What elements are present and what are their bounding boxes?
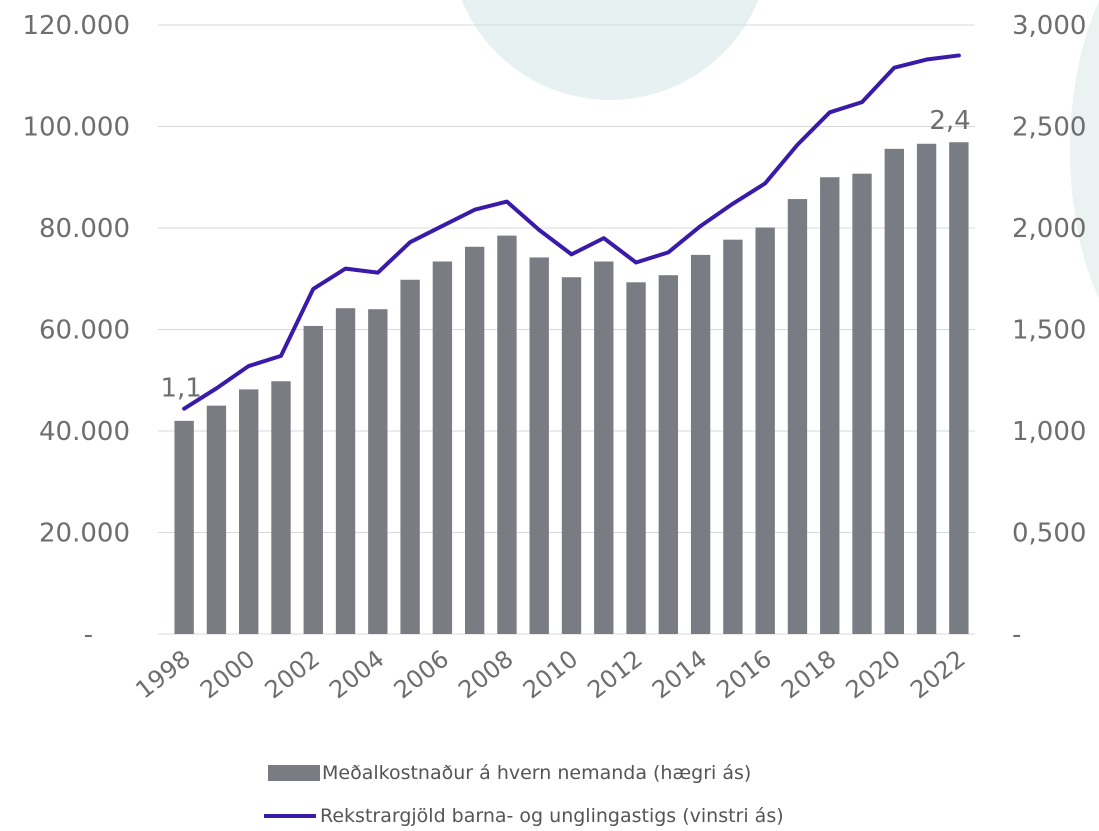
line-series-path: [182, 53, 961, 411]
x-axis-tick-label: 1998: [130, 645, 195, 705]
bar: [949, 142, 969, 635]
legend-item-bars: Meðalkostnaður á hvern nemanda (hægri ás…: [268, 762, 751, 784]
x-axis-ticks: 1998 2000 2002 2004 2006 2008 2010 2012 2014 2016…: [130, 645, 970, 705]
bar: [561, 277, 582, 634]
right-axis-tick-label: -: [1012, 620, 1021, 650]
data-label-first: 1,1: [160, 374, 201, 404]
bar: [626, 282, 646, 634]
bar: [658, 275, 679, 634]
legend-line-label: Rekstrargjöld barna- og unglingastigs (v…: [320, 805, 784, 827]
right-axis-tick-label: 2,000: [1012, 214, 1086, 244]
bar: [239, 389, 259, 634]
bar: [432, 261, 453, 634]
data-labels: 1,1 2,4: [160, 106, 970, 404]
x-axis-tick-label: 2022: [905, 645, 970, 705]
right-axis-tick-label: 1,500: [1012, 316, 1086, 346]
x-axis-tick-label: 2018: [776, 645, 841, 705]
bar: [335, 308, 356, 634]
left-axis-tick-label: -: [84, 620, 93, 650]
bar: [174, 420, 194, 634]
line-series: [182, 53, 961, 411]
bar: [368, 309, 388, 634]
left-axis-tick-label: 80.000: [39, 214, 130, 244]
x-axis-tick-label: 2002: [260, 645, 325, 705]
bar: [755, 227, 775, 634]
right-axis-tick-label: 2,500: [1012, 113, 1086, 143]
x-axis-tick-label: 2010: [518, 645, 583, 705]
left-axis-tick-label: 120.000: [22, 11, 130, 41]
x-axis-tick-label: 2016: [712, 645, 777, 705]
left-axis-ticks: - 20.000 40.000 60.000 80.000 100.000 120.000: [22, 11, 130, 650]
x-axis-tick-label: 2020: [841, 645, 906, 705]
left-axis-tick-label: 100.000: [22, 113, 130, 143]
bar: [594, 261, 614, 634]
left-axis-tick-label: 40.000: [39, 417, 130, 447]
bar: [884, 148, 904, 634]
bar: [400, 279, 420, 634]
bar: [497, 235, 517, 635]
legend-line-swatch: [264, 814, 316, 818]
bar: [852, 173, 872, 634]
left-axis-tick-label: 20.000: [39, 519, 130, 549]
left-axis-tick-label: 60.000: [39, 316, 130, 346]
data-label-last: 2,4: [929, 106, 970, 136]
legend-bar-swatch: [268, 765, 320, 781]
right-axis-tick-label: 0,500: [1012, 519, 1086, 549]
bar: [529, 257, 549, 634]
background-edge-decoration: [1070, 1, 1099, 299]
bar: [787, 199, 808, 634]
x-axis-tick-label: 2012: [582, 645, 647, 705]
x-axis-tick-label: 2006: [389, 645, 454, 705]
right-axis-ticks: - 0,500 1,000 1,500 2,000 2,500 3,000: [1012, 11, 1086, 650]
bar: [206, 405, 227, 634]
bar: [303, 325, 323, 634]
x-axis-tick-label: 2008: [453, 645, 518, 705]
bar: [723, 239, 743, 635]
bar: [271, 381, 291, 634]
legend-item-line: Rekstrargjöld barna- og unglingastigs (v…: [264, 805, 784, 827]
legend-bar-label: Meðalkostnaður á hvern nemanda (hægri ás…: [322, 762, 752, 784]
bar: [820, 177, 840, 634]
bar: [690, 254, 711, 634]
background-circle-decoration: [461, 0, 759, 100]
x-axis-tick-label: 2000: [195, 645, 260, 705]
bar: [464, 246, 485, 634]
right-axis-tick-label: 3,000: [1012, 11, 1086, 41]
x-axis-tick-label: 2014: [647, 645, 712, 705]
right-axis-tick-label: 1,000: [1012, 417, 1086, 447]
bar-series: [174, 142, 969, 635]
bar: [916, 143, 937, 634]
x-axis-tick-label: 2004: [324, 645, 389, 705]
